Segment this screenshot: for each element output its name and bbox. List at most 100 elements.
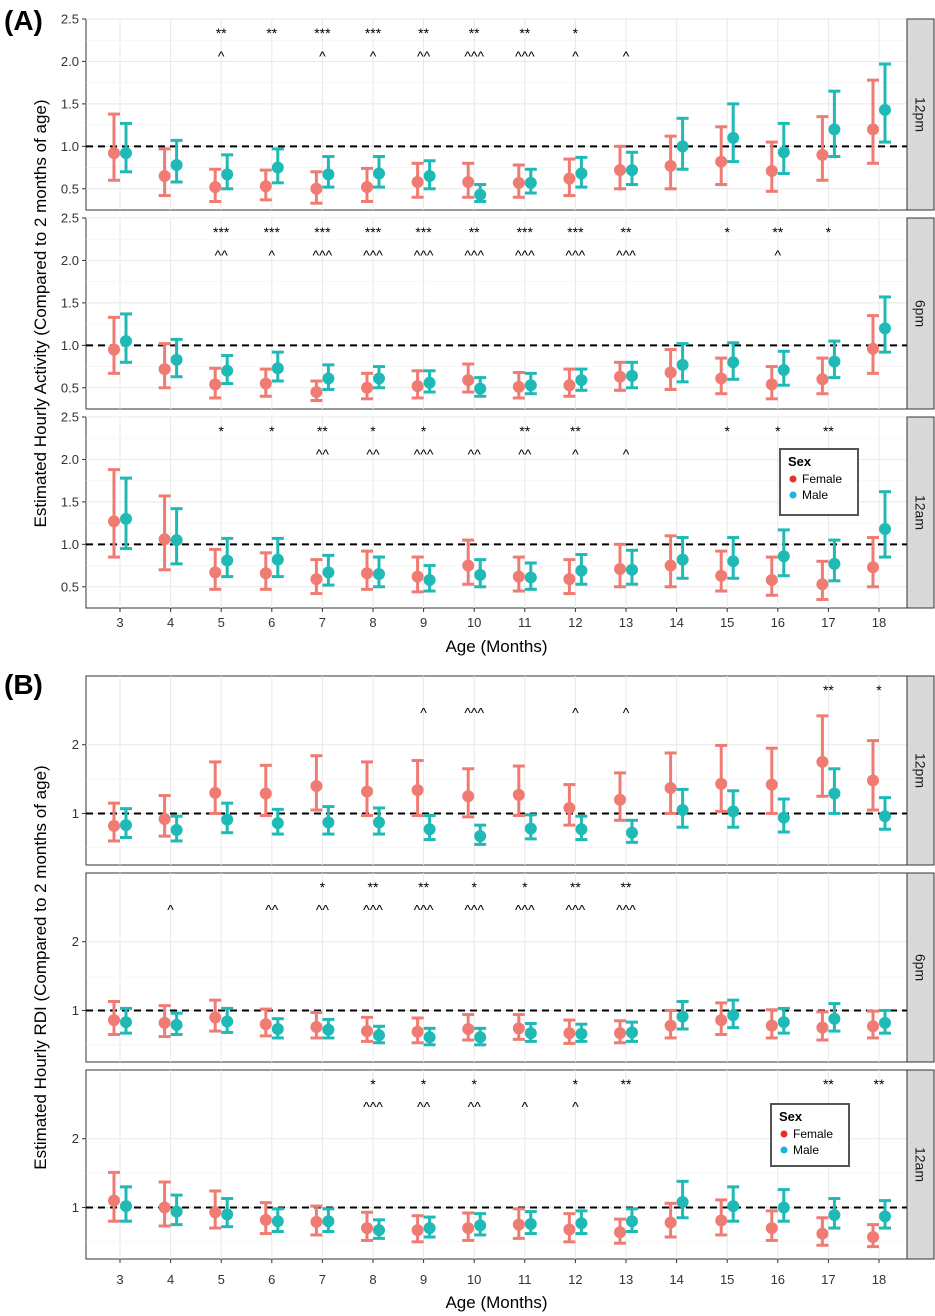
male-errorbar — [575, 814, 588, 842]
female-errorbar — [867, 1223, 879, 1249]
female-point — [411, 784, 424, 797]
male-point — [676, 804, 689, 817]
male-errorbar — [423, 159, 436, 191]
significance-carets: ^ — [319, 48, 326, 64]
female-point — [664, 1019, 677, 1032]
female-point — [867, 1231, 879, 1244]
female-errorbar — [816, 115, 829, 182]
significance-stars: *** — [314, 25, 331, 41]
female-point — [158, 170, 171, 183]
male-point — [271, 553, 284, 566]
male-point — [120, 1200, 132, 1213]
male-errorbar — [120, 312, 132, 364]
x-tick-label: 12 — [568, 1272, 582, 1287]
y-tick-label: 1 — [72, 1003, 79, 1018]
significance-carets: ^^^ — [313, 247, 333, 263]
female-point — [158, 533, 171, 546]
significance-carets: ^^ — [265, 902, 279, 918]
male-errorbar — [271, 1207, 284, 1234]
female-point — [765, 164, 778, 177]
significance-stars: * — [269, 423, 275, 439]
legend-entry: Female — [793, 1127, 833, 1141]
female-errorbar — [614, 360, 626, 392]
female-errorbar — [259, 1007, 272, 1038]
female-errorbar — [816, 1216, 829, 1247]
female-point — [310, 779, 323, 792]
male-errorbar — [271, 1017, 284, 1040]
male-point — [676, 553, 689, 566]
male-errorbar — [777, 528, 790, 578]
male-errorbar — [120, 121, 132, 174]
male-errorbar — [322, 155, 335, 189]
male-point — [423, 823, 436, 836]
male-point — [120, 1016, 132, 1029]
panel-B: (B) Estimated Hourly RDI (Compared to 2 m… — [4, 669, 935, 1312]
legend-entry: Female — [802, 472, 842, 486]
significance-stars: ** — [317, 423, 328, 439]
male-point — [727, 1009, 740, 1022]
male-point — [373, 167, 385, 180]
male-point — [626, 826, 638, 839]
female-errorbar — [209, 547, 222, 591]
male-point — [626, 1026, 638, 1039]
male-errorbar — [727, 1185, 740, 1223]
female-errorbar — [563, 1018, 576, 1045]
facet-background — [85, 18, 908, 211]
male-point — [373, 1224, 385, 1237]
male-legend-swatch — [780, 1146, 788, 1154]
male-point — [777, 811, 790, 824]
female-point — [209, 1011, 222, 1024]
female-point — [664, 782, 677, 795]
male-point — [524, 1027, 537, 1040]
female-errorbar — [765, 1209, 778, 1242]
male-errorbar — [626, 1020, 638, 1043]
male-point — [271, 817, 284, 830]
male-errorbar — [322, 805, 335, 836]
female-errorbar — [664, 348, 677, 391]
x-tick-label: 7 — [319, 615, 326, 630]
male-point — [727, 131, 740, 144]
female-point — [512, 788, 525, 801]
female-point — [715, 155, 728, 168]
female-point — [867, 561, 879, 574]
facet-strip — [906, 416, 935, 609]
male-point — [423, 170, 436, 183]
male-point — [221, 168, 234, 181]
male-errorbar — [170, 337, 183, 379]
male-errorbar — [423, 369, 436, 394]
x-tick-label: 18 — [872, 615, 886, 630]
x-tick-label: 4 — [167, 1272, 174, 1287]
female-point — [259, 1213, 272, 1226]
male-point — [221, 1208, 234, 1221]
male-errorbar — [322, 1207, 335, 1234]
y-tick-label: 1 — [72, 806, 79, 821]
female-point — [614, 1226, 626, 1239]
legend-entry: Male — [802, 488, 828, 502]
significance-stars: * — [218, 423, 224, 439]
significance-carets: ^^ — [316, 902, 330, 918]
male-errorbar — [221, 354, 234, 386]
significance-carets: ^ — [218, 48, 225, 64]
female-errorbar — [867, 1009, 879, 1040]
facet-strip-label: 12am — [913, 1147, 929, 1182]
male-errorbar — [221, 1006, 234, 1034]
female-point — [411, 175, 424, 188]
female-point — [209, 181, 222, 194]
female-point — [108, 515, 120, 528]
female-errorbar — [361, 549, 373, 591]
male-errorbar — [423, 564, 436, 593]
male-errorbar — [423, 814, 436, 842]
male-errorbar — [575, 155, 588, 189]
significance-stars: *** — [365, 224, 382, 240]
x-tick-label: 8 — [369, 1272, 376, 1287]
female-point — [765, 1019, 778, 1032]
female-point — [816, 755, 829, 768]
male-point — [575, 1027, 588, 1040]
male-errorbar — [676, 536, 689, 580]
female-point — [411, 570, 424, 583]
male-point — [575, 167, 588, 180]
significance-carets: ^^ — [316, 446, 330, 462]
female-errorbar — [361, 166, 373, 204]
male-errorbar — [727, 998, 740, 1030]
